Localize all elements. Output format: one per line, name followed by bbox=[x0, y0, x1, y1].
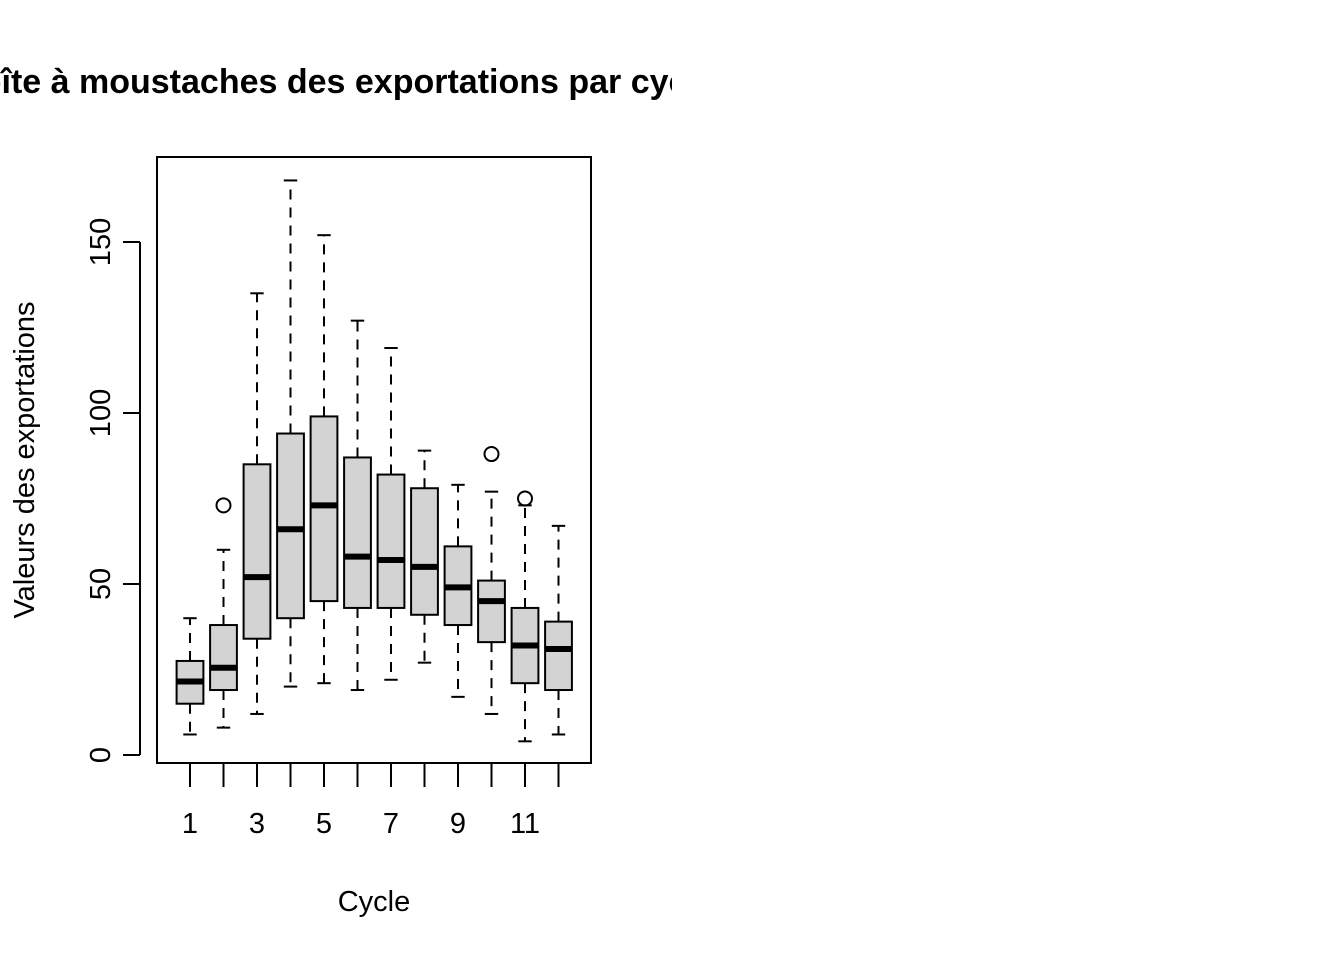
y-tick-label: 0 bbox=[85, 747, 117, 763]
plot-frame bbox=[156, 156, 592, 764]
box-cycle-7 bbox=[376, 347, 406, 681]
x-tick-label: 5 bbox=[316, 808, 332, 840]
box-iqr bbox=[209, 624, 238, 692]
box-cycle-9 bbox=[443, 483, 473, 698]
box-cycle-3 bbox=[242, 292, 272, 715]
box-iqr bbox=[242, 463, 272, 640]
chart-title: Boîte à moustaches des exportations par … bbox=[0, 63, 716, 101]
box-cycle-2 bbox=[209, 497, 238, 729]
box-cycle-5 bbox=[309, 234, 339, 685]
box-cycle-12 bbox=[544, 524, 573, 736]
x-tick-label: 3 bbox=[249, 808, 265, 840]
y-axis-label: Valeurs des exportations bbox=[9, 301, 41, 618]
box-iqr bbox=[410, 487, 439, 616]
box-iqr bbox=[343, 456, 372, 609]
x-axis: 1 3 5 7 9 11 bbox=[182, 763, 560, 840]
box-iqr bbox=[544, 620, 573, 692]
box-cycle-6 bbox=[343, 319, 372, 692]
box-cycle-4 bbox=[276, 179, 305, 688]
boxes-group bbox=[175, 179, 573, 743]
box-cycle-8 bbox=[410, 449, 439, 664]
y-axis: 0 50 100 150 bbox=[85, 218, 141, 763]
box-iqr bbox=[477, 579, 506, 644]
outlier-point bbox=[215, 497, 232, 514]
x-tick-label: 9 bbox=[450, 808, 466, 840]
outlier-point bbox=[517, 490, 533, 507]
box-cycle-11 bbox=[510, 490, 540, 743]
x-tick-label: 1 bbox=[182, 808, 198, 840]
box-iqr bbox=[309, 415, 339, 603]
x-tick-label: 11 bbox=[510, 808, 540, 840]
y-tick-label: 50 bbox=[85, 568, 117, 600]
outlier-point bbox=[483, 446, 500, 463]
y-tick-label: 100 bbox=[85, 389, 117, 437]
x-axis-label: Cycle bbox=[338, 886, 411, 918]
box-iqr bbox=[376, 473, 406, 609]
box-cycle-1 bbox=[175, 617, 205, 736]
y-tick-label: 150 bbox=[85, 218, 117, 266]
box-cycle-10 bbox=[477, 446, 506, 715]
x-tick-label: 7 bbox=[383, 808, 399, 840]
box-iqr bbox=[276, 432, 305, 620]
